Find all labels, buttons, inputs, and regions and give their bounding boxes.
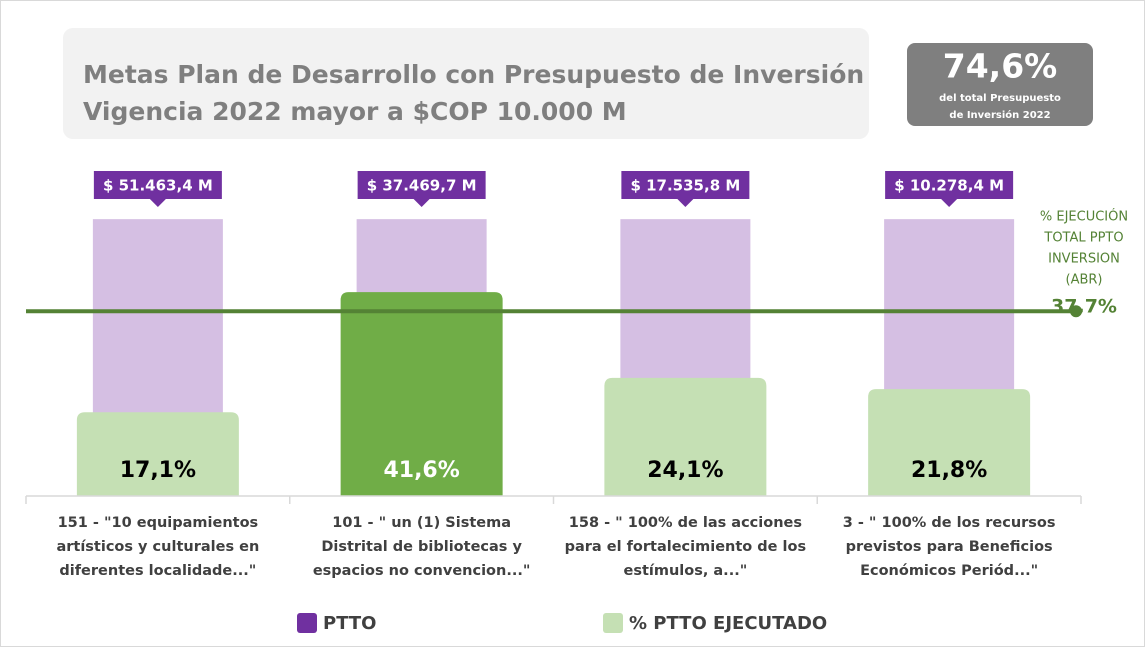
highlight-box	[907, 43, 1093, 126]
x-tick-label: 151 - "10 equipamientos artísticos y cul…	[56, 515, 260, 579]
highlight-text: de Inversión 2022	[949, 109, 1050, 121]
x-tick-label: 3 - " 100% de los recursos previstos par…	[842, 515, 1056, 579]
callout	[885, 171, 1014, 199]
legend-swatch	[297, 613, 317, 633]
callout-pointer	[677, 199, 694, 207]
chart-title: Metas Plan de Desarrollo con Presupuesto…	[83, 60, 864, 89]
bar	[868, 389, 1031, 496]
x-tick-label: 101 - " un (1) Sistema Distrital de bibl…	[312, 515, 531, 579]
callout-label: $ 37.469,7 M	[367, 177, 477, 195]
legend-label: % PTTO EJECUTADO	[629, 613, 827, 634]
callout-pointer	[149, 199, 166, 207]
data-label: 17,1%	[120, 458, 196, 483]
bar	[76, 412, 239, 496]
data-label: 24,1%	[647, 458, 723, 483]
x-tick-label: 158 - " 100% de las acciones para el for…	[564, 515, 807, 579]
reference-value: 37,7%	[1051, 296, 1117, 318]
reference-text: (ABR)	[1066, 273, 1103, 288]
reference-text: INVERSION	[1048, 252, 1120, 267]
reference-text: TOTAL PPTO	[1043, 231, 1123, 246]
callout-pointer	[413, 199, 430, 207]
callout-label: $ 10.278,4 M	[894, 177, 1004, 195]
data-label: 21,8%	[911, 458, 987, 483]
callout-pointer	[941, 199, 958, 207]
reference-text: % EJECUCIÓN	[1040, 209, 1128, 225]
title-box	[63, 28, 869, 139]
legend-label: PTTO	[323, 613, 376, 634]
highlight-value: 74,6%	[943, 47, 1058, 86]
chart-title: Vigencia 2022 mayor a $COP 10.000 M	[83, 97, 627, 126]
data-label: 41,6%	[383, 458, 459, 483]
bar	[340, 292, 503, 496]
reference-marker	[1070, 305, 1082, 318]
callout-label: $ 17.535,8 M	[630, 177, 740, 195]
legend-swatch	[603, 613, 623, 633]
callout	[93, 171, 222, 199]
bar	[604, 377, 767, 496]
callout-label: $ 51.463,4 M	[103, 177, 213, 195]
highlight-text: del total Presupuesto	[939, 93, 1061, 104]
callout	[621, 171, 750, 199]
callout	[357, 171, 486, 199]
